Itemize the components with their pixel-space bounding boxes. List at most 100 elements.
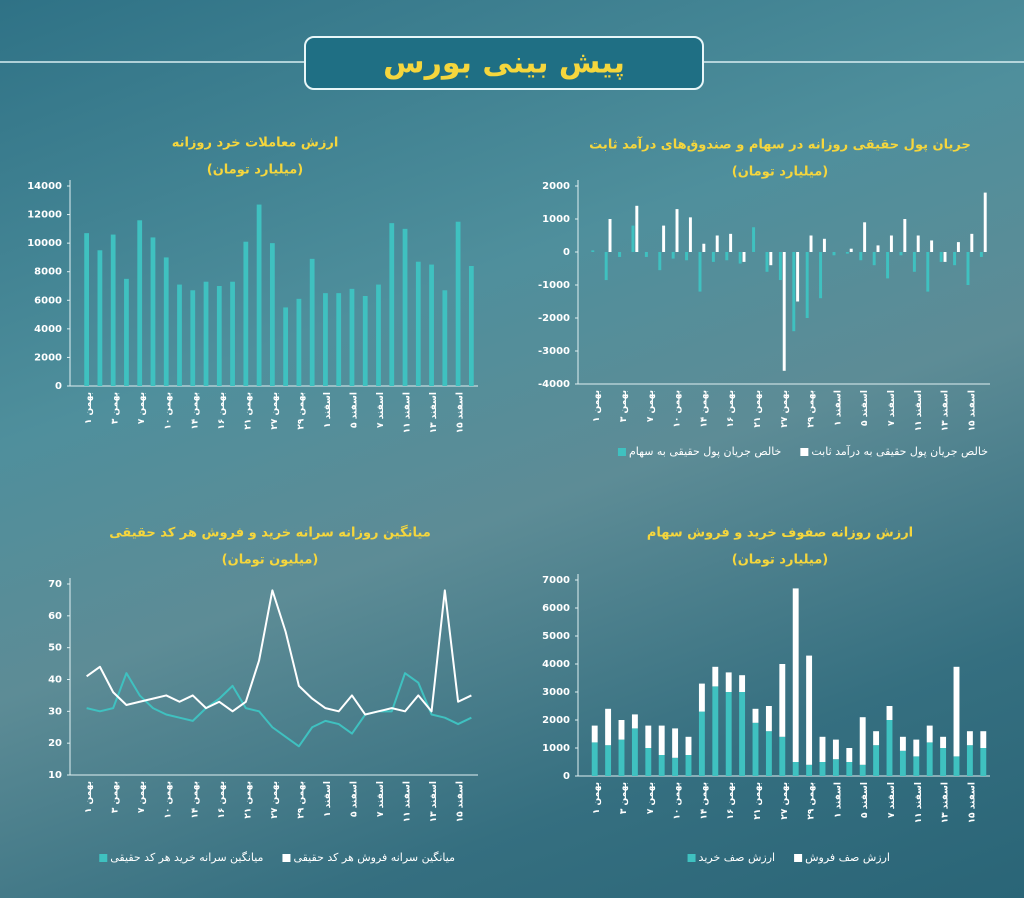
- bar-segment: [792, 762, 799, 776]
- x-tick-label: ۲۷ بهمن: [780, 390, 790, 428]
- bar-segment: [913, 739, 920, 757]
- x-tick-label: ۱۴ بهمن: [699, 390, 709, 428]
- x-tick-label: ۱۶ بهمن: [217, 392, 227, 430]
- bar: [296, 298, 302, 386]
- bar-segment: [725, 672, 732, 692]
- x-tick-label: ۵ اسفند: [349, 781, 359, 817]
- bar: [283, 307, 289, 386]
- bar: [591, 250, 595, 252]
- bar: [725, 252, 729, 261]
- bar: [137, 220, 143, 386]
- bar-segment: [899, 736, 906, 751]
- x-tick-label: ۷ اسفند: [887, 390, 897, 426]
- bar: [953, 252, 957, 266]
- bar: [849, 248, 853, 252]
- bar-segment: [873, 731, 880, 746]
- bar: [738, 252, 742, 264]
- x-tick-label: ۱۵ اسفند: [456, 392, 466, 433]
- x-tick-label: ۷ بهمن: [137, 781, 147, 813]
- bar: [809, 235, 813, 252]
- x-tick-label: ۱۶ بهمن: [217, 781, 227, 819]
- bar-segment: [658, 755, 665, 776]
- x-tick-label: ۲۷ بهمن: [270, 392, 280, 430]
- y-tick-label: 30: [48, 706, 62, 717]
- bar-segment: [859, 717, 866, 765]
- y-tick-label: -3000: [538, 346, 570, 357]
- legend-label: ارزش صف فروش: [805, 851, 890, 864]
- bar-segment: [712, 686, 719, 776]
- bar-segment: [685, 755, 692, 776]
- x-tick-label: ۱۵ اسفند: [967, 782, 977, 823]
- x-tick-label: ۱۱ اسفند: [403, 392, 413, 433]
- bar: [966, 252, 970, 285]
- y-tick-label: 7000: [542, 575, 570, 586]
- x-tick-label: ۱۰ بهمن: [673, 390, 683, 428]
- y-tick-label: 20: [48, 738, 62, 749]
- x-tick-label: ۳ بهمن: [619, 390, 629, 422]
- bar: [796, 252, 800, 302]
- x-tick-label: ۱۰ بهمن: [164, 781, 174, 819]
- y-tick-label: 10: [48, 770, 62, 781]
- page-title: پیش بینی بورس: [383, 46, 625, 81]
- y-tick-label: 0: [563, 771, 570, 782]
- chart-title: ارزش معاملات خرد روزانه: [172, 136, 339, 151]
- x-tick-label: ۲۹ بهمن: [296, 392, 306, 430]
- y-tick-label: 8000: [34, 267, 62, 278]
- bar: [216, 286, 222, 386]
- x-tick-label: ۱۱ اسفند: [403, 781, 413, 822]
- x-tick-label: ۱۵ اسفند: [456, 781, 466, 822]
- x-tick-label: ۱۰ بهمن: [164, 392, 174, 430]
- x-tick-label: ۵ اسفند: [349, 392, 359, 428]
- bar-segment: [779, 664, 786, 737]
- legend-swatch: [794, 854, 803, 862]
- bar: [956, 242, 960, 252]
- bar: [415, 261, 421, 386]
- bar: [608, 219, 612, 252]
- bar-segment: [792, 588, 799, 762]
- bar-segment: [886, 720, 893, 776]
- bar-segment: [846, 748, 853, 762]
- x-tick-label: ۲۱ بهمن: [243, 781, 253, 819]
- bar: [97, 250, 103, 386]
- bar: [715, 235, 719, 252]
- bar-segment: [926, 742, 933, 776]
- legend-swatch: [617, 448, 626, 456]
- bar: [792, 252, 796, 332]
- bar-segment: [712, 666, 719, 687]
- bar-segment: [980, 731, 987, 748]
- bar: [362, 296, 368, 386]
- legend-label: ارزش صف خرید: [699, 851, 776, 864]
- legend-swatch: [687, 854, 696, 862]
- bar: [943, 252, 947, 262]
- legend-swatch: [99, 854, 108, 862]
- y-tick-label: 6000: [542, 603, 570, 614]
- bar: [455, 221, 461, 386]
- bar-segment: [966, 731, 973, 746]
- y-tick-label: 6000: [34, 295, 62, 306]
- y-tick-label: -2000: [538, 313, 570, 324]
- bar: [323, 293, 328, 386]
- bar: [899, 252, 903, 256]
- x-tick-label: ۱ بهمن: [84, 781, 94, 813]
- bar-segment: [940, 748, 947, 776]
- x-tick-label: ۱ اسفند: [323, 781, 333, 817]
- bar-segment: [832, 759, 839, 776]
- y-tick-label: 3000: [542, 687, 570, 698]
- y-tick-label: 60: [48, 611, 62, 622]
- x-tick-label: ۱۳ اسفند: [941, 782, 951, 823]
- bar: [685, 252, 689, 261]
- x-tick-label: ۷ اسفند: [887, 782, 897, 818]
- bar: [124, 278, 129, 386]
- bar: [402, 228, 408, 386]
- bar-segment: [953, 666, 960, 757]
- bar: [150, 237, 156, 386]
- bar: [349, 288, 355, 386]
- line: [86, 672, 472, 748]
- x-tick-label: ۱۳ اسفند: [429, 392, 439, 433]
- bar-segment: [832, 739, 839, 760]
- bar-segment: [658, 725, 665, 755]
- x-tick-label: ۲۹ بهمن: [807, 390, 817, 428]
- bar-segment: [765, 706, 772, 732]
- bar: [675, 209, 679, 252]
- bar-segment: [873, 745, 880, 776]
